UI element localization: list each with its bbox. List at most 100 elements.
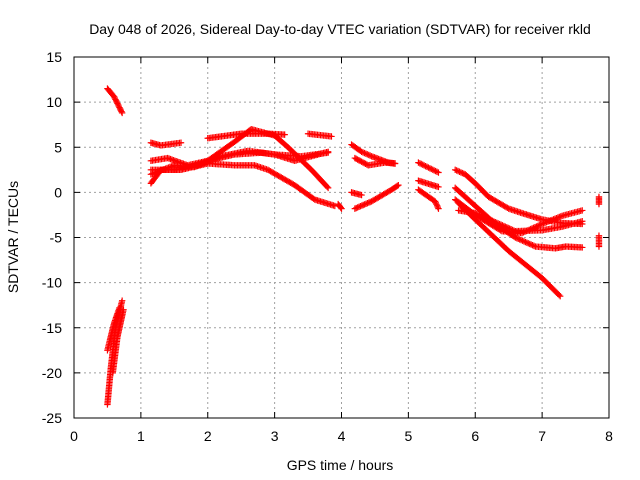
data-point	[459, 169, 466, 177]
data-point	[425, 164, 432, 171]
series-N	[348, 189, 365, 199]
data-point	[516, 236, 523, 243]
x-tick-label: 6	[471, 428, 479, 444]
data-point	[525, 240, 532, 247]
data-point	[118, 108, 125, 115]
data-point	[118, 109, 126, 117]
series-S	[415, 186, 442, 212]
data-point	[451, 166, 459, 174]
data-point	[537, 221, 544, 228]
data-point	[120, 306, 127, 313]
data-point	[474, 211, 482, 218]
data-point	[434, 203, 441, 211]
x-axis-tick-labels: 0 1 2 3 4 5 6 7 8	[70, 428, 613, 444]
data-point	[361, 149, 368, 157]
data-point	[328, 133, 335, 140]
x-tick-label: 7	[538, 428, 546, 444]
data-point	[473, 210, 480, 217]
series-H	[147, 160, 339, 210]
data-point	[428, 165, 435, 173]
data-point	[595, 200, 603, 208]
x-tick-label: 1	[137, 428, 145, 444]
data-point	[477, 212, 485, 219]
data-point	[323, 183, 331, 190]
data-point	[489, 217, 496, 225]
data-point	[358, 148, 365, 155]
data-point	[579, 218, 586, 225]
data-point	[364, 200, 371, 207]
data-point	[366, 152, 374, 159]
data-point	[365, 199, 373, 206]
data-point	[513, 234, 521, 242]
data-point	[480, 213, 488, 221]
data-point	[493, 219, 500, 227]
data-point	[432, 199, 439, 207]
x-tick-label: 8	[605, 428, 613, 444]
series-W	[455, 200, 564, 300]
data-point	[395, 181, 402, 189]
data-point	[351, 205, 359, 212]
data-point	[435, 205, 442, 212]
data-point	[415, 159, 422, 166]
data-point	[431, 198, 439, 205]
data-point	[503, 224, 510, 231]
data-point	[519, 237, 526, 244]
data-point	[486, 216, 493, 223]
data-point	[391, 160, 399, 167]
data-point	[497, 221, 505, 228]
series-X	[455, 207, 586, 235]
data-point	[472, 209, 479, 217]
data-point	[506, 225, 513, 232]
series-E	[147, 139, 185, 149]
data-point	[432, 167, 439, 175]
series-T	[451, 166, 586, 228]
data-point	[504, 204, 511, 212]
data-point	[362, 200, 370, 208]
y-tick-label: 15	[46, 49, 62, 65]
data-point	[530, 242, 538, 250]
y-axis-label: SDTVAR / TECUs	[5, 181, 21, 293]
data-point	[526, 240, 533, 248]
data-point	[483, 215, 490, 222]
y-tick-label: 0	[54, 184, 62, 200]
data-point	[418, 160, 425, 168]
data-point	[324, 148, 332, 155]
data-point	[324, 184, 332, 192]
data-point	[507, 226, 515, 233]
data-point	[579, 207, 586, 214]
data-point	[433, 202, 441, 209]
data-point	[490, 218, 498, 225]
y-axis-tick-labels: -25 -20 -15 -10 -5 0 5 10 15	[42, 49, 62, 426]
x-tick-label: 4	[338, 428, 346, 444]
data-point	[416, 160, 424, 167]
data-point	[357, 203, 364, 210]
series-K	[304, 130, 335, 140]
data-point	[281, 131, 288, 138]
x-tick-label: 2	[204, 428, 212, 444]
x-tick-label: 5	[404, 428, 412, 444]
data-point	[456, 168, 463, 175]
series-R	[415, 177, 442, 191]
y-tick-label: -5	[50, 230, 63, 246]
data-points	[104, 85, 603, 408]
grid	[74, 57, 609, 418]
data-point	[522, 238, 529, 246]
data-point	[595, 243, 603, 250]
data-point	[527, 241, 535, 248]
data-point	[430, 167, 438, 174]
data-point	[354, 204, 361, 211]
data-point	[531, 223, 539, 231]
data-point	[116, 304, 123, 312]
data-point	[505, 224, 512, 232]
x-tick-label: 0	[70, 428, 78, 444]
data-point	[423, 163, 431, 171]
y-tick-label: -10	[42, 275, 62, 291]
data-point	[435, 169, 442, 176]
data-point	[579, 244, 586, 251]
x-tick-label: 3	[271, 428, 279, 444]
data-point	[515, 235, 522, 242]
y-tick-label: -15	[42, 320, 62, 336]
chart-title: Day 048 of 2026, Sidereal Day-to-day VTE…	[89, 21, 591, 37]
y-tick-label: -25	[42, 410, 62, 426]
